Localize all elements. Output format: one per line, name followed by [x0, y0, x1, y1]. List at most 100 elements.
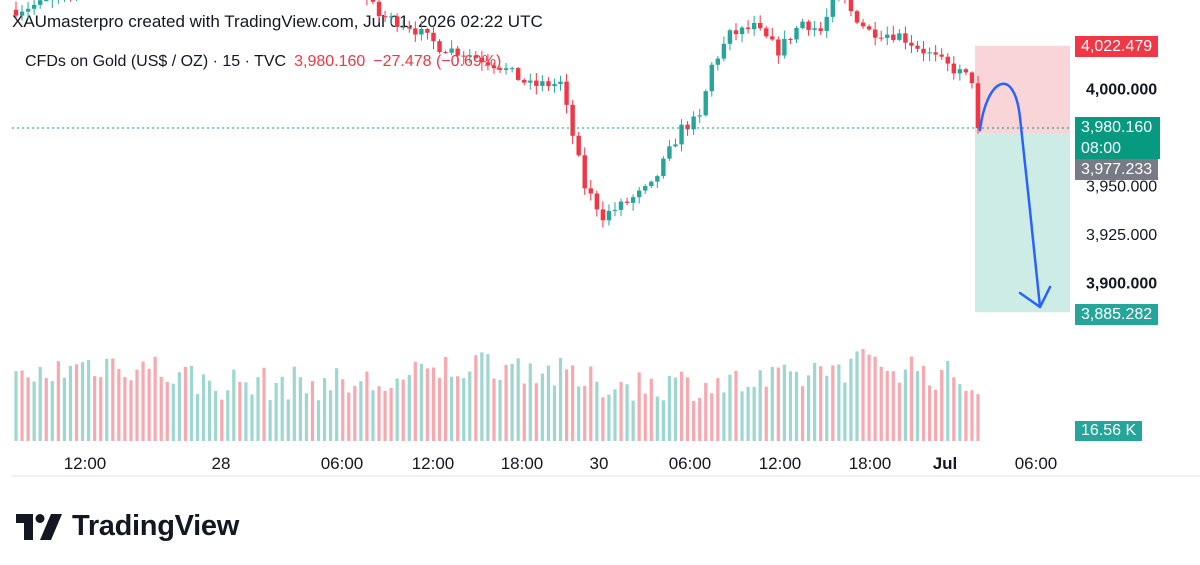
volume-bar [87, 360, 91, 441]
symbol-legend: CFDs on Gold (US$ / OZ) · 15 · TVC 3,980.… [25, 53, 501, 71]
candle-body [739, 27, 745, 35]
candle [866, 24, 872, 31]
candle-body [552, 84, 557, 87]
volume-bar [685, 377, 690, 441]
candle [800, 18, 805, 30]
volume-bar [135, 369, 139, 441]
volume-bar [62, 377, 67, 441]
candle [382, 10, 388, 23]
volume-bar [413, 361, 417, 441]
candle-body [600, 209, 606, 221]
candle [957, 64, 963, 81]
volume-bar [679, 371, 684, 441]
tradingview-logo[interactable]: TradingView [16, 510, 239, 543]
volume-bar [274, 382, 278, 441]
volume-bar [365, 371, 369, 441]
candle [485, 54, 491, 71]
volume-bar [153, 356, 157, 441]
candle-body [612, 209, 618, 211]
volume-bar [782, 364, 786, 441]
volume-bar [383, 390, 387, 441]
tradingview-logo-icon [16, 513, 62, 540]
volume-bar [564, 369, 569, 441]
time-tick-label: 06:00 [1015, 454, 1058, 473]
candle [503, 62, 509, 75]
candle [528, 73, 533, 90]
candle-body [885, 34, 890, 38]
candle-body [38, 0, 43, 5]
time-axis: 12:00 28 06:00 12:00 18:00 30 06:00 12:00 18:00 J… [12, 454, 1200, 477]
volume-bar [976, 394, 980, 441]
volume-bar [589, 366, 593, 441]
volume-bar [788, 371, 793, 441]
candle [606, 204, 612, 226]
candle-body [401, 26, 406, 28]
time-tick-label: 06:00 [321, 454, 364, 473]
candle [552, 78, 557, 93]
candle [927, 47, 932, 62]
candle-body [751, 22, 757, 30]
candle-body [606, 210, 612, 221]
volume-bar [546, 365, 551, 441]
volume-bar [540, 373, 544, 441]
candle [558, 75, 563, 91]
candle-body [522, 79, 527, 83]
volume-bar [927, 385, 932, 441]
volume-bar [256, 377, 260, 441]
volume-bar [855, 351, 859, 441]
candle [951, 56, 956, 80]
volume-bar [710, 393, 714, 441]
volume-bar [50, 381, 54, 441]
candle [570, 100, 575, 145]
volume-bar [637, 372, 641, 441]
bar-countdown: 08:00 [1081, 139, 1122, 157]
candle-body [770, 36, 775, 40]
candle-body [407, 26, 412, 29]
volume-bar [335, 368, 339, 441]
candle [479, 50, 485, 71]
volume-bar [68, 366, 73, 441]
candle [975, 75, 981, 134]
candle-body [721, 43, 727, 59]
volume-bar [395, 378, 399, 441]
candle-body [824, 16, 829, 31]
candle [878, 30, 884, 42]
volume-bar [141, 361, 145, 441]
candle-body [733, 30, 739, 35]
volume-bar [510, 363, 514, 441]
candle [564, 74, 569, 114]
volume-bar [752, 386, 756, 441]
candle-body [491, 65, 497, 69]
candle [806, 19, 811, 36]
volume-bar [268, 400, 272, 441]
time-tick-label: 18:00 [849, 454, 892, 473]
volume-bar [99, 377, 103, 441]
symbol-name[interactable]: CFDs on Gold (US$ / OZ) · 15 · TVC [25, 53, 287, 70]
candle-body [25, 8, 31, 12]
time-tick-label: 06:00 [669, 454, 712, 473]
volume-bar [577, 386, 581, 441]
volume-bar [843, 382, 847, 441]
candle-body [624, 201, 630, 203]
volume-bar [226, 390, 230, 441]
volume-bar [534, 383, 538, 441]
volume-bar [849, 358, 853, 441]
candle-body [697, 115, 702, 117]
volume-bar [456, 376, 460, 441]
candle-body [800, 21, 805, 28]
volume-bar [934, 389, 938, 441]
candle [643, 184, 648, 194]
candle [745, 20, 751, 34]
candle [576, 132, 581, 157]
candle [413, 21, 418, 42]
candle [939, 48, 944, 60]
candle [667, 139, 672, 161]
volume-bar [619, 382, 623, 441]
volume-bar [195, 393, 200, 441]
time-tick-label: 30 [590, 454, 609, 473]
time-tick-label: 12:00 [759, 454, 802, 473]
volume-bar [571, 365, 575, 441]
candle [661, 156, 666, 179]
volume-bar [189, 365, 194, 441]
